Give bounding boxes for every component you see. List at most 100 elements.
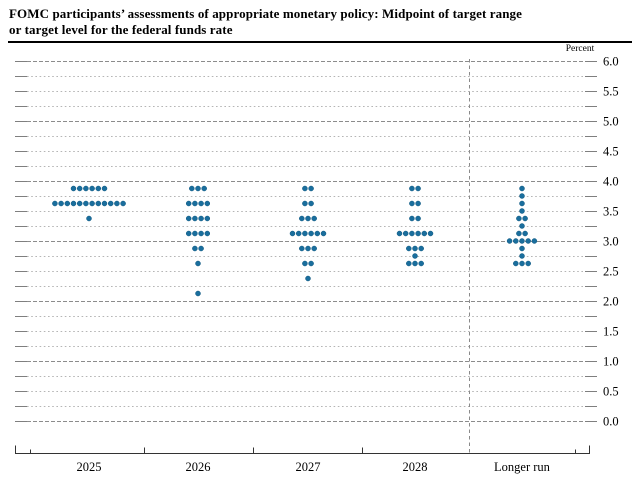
y-tick-label: 5.5 xyxy=(603,85,619,99)
policy-projection-dot xyxy=(427,230,434,237)
policy-projection-dot xyxy=(64,200,71,207)
policy-projection-dot xyxy=(409,200,415,207)
policy-projection-dot xyxy=(409,185,415,192)
policy-projection-dot xyxy=(396,230,403,237)
policy-projection-dot xyxy=(409,215,415,222)
policy-projection-dot xyxy=(192,245,198,252)
x-category-label: 2026 xyxy=(186,460,211,474)
y-tick-label: 3.0 xyxy=(603,235,619,249)
policy-projection-dot xyxy=(198,245,204,252)
chart-title: FOMC participants’ assessments of approp… xyxy=(9,6,522,38)
policy-projection-dot xyxy=(519,245,525,252)
policy-projection-dot xyxy=(409,230,415,237)
y-tick-label: 1.5 xyxy=(603,325,619,339)
y-tick-label: 3.5 xyxy=(603,205,619,219)
policy-projection-dot xyxy=(89,200,95,207)
policy-projection-dot xyxy=(58,200,64,207)
policy-projection-dot xyxy=(95,200,102,207)
policy-projection-dot xyxy=(198,215,204,222)
y-tick-label: 1.0 xyxy=(603,355,619,369)
policy-projection-dot xyxy=(83,200,89,207)
y-tick-label: 4.0 xyxy=(603,175,619,189)
policy-projection-dot xyxy=(305,245,311,252)
policy-projection-dot xyxy=(519,208,525,214)
policy-projection-dot xyxy=(83,185,89,192)
policy-projection-dot xyxy=(302,260,308,267)
policy-projection-dot xyxy=(519,185,525,192)
policy-projection-dot xyxy=(519,223,525,229)
policy-projection-dot xyxy=(522,215,528,222)
policy-projection-dot xyxy=(70,185,77,192)
policy-projection-dot xyxy=(525,260,531,267)
policy-projection-dot xyxy=(114,200,120,207)
policy-projection-dot xyxy=(195,260,201,267)
chart-title-line2: or target level for the federal funds ra… xyxy=(9,22,233,37)
policy-projection-dot xyxy=(107,200,114,207)
policy-projection-dot xyxy=(415,185,421,192)
policy-projection-dot xyxy=(192,230,198,237)
policy-projection-dot xyxy=(204,215,211,222)
x-category-label: 2028 xyxy=(403,460,428,474)
policy-projection-dot xyxy=(415,230,421,237)
policy-projection-dot xyxy=(311,245,317,252)
policy-projection-dot xyxy=(201,185,207,192)
y-tick-label: 0.0 xyxy=(603,415,619,429)
y-tick-label: 2.0 xyxy=(603,295,619,309)
policy-projection-dot xyxy=(308,230,314,237)
policy-projection-dot xyxy=(506,238,513,244)
policy-projection-dot xyxy=(198,230,204,237)
policy-projection-dot xyxy=(308,185,314,192)
policy-projection-dot xyxy=(308,200,314,207)
policy-projection-dot xyxy=(308,260,314,267)
policy-projection-dot xyxy=(95,185,102,192)
policy-projection-dot xyxy=(406,245,412,252)
policy-projection-dot xyxy=(513,238,519,244)
policy-projection-dot xyxy=(76,200,83,207)
policy-projection-dot xyxy=(519,238,525,244)
policy-projection-dot xyxy=(519,200,525,207)
policy-projection-dot xyxy=(519,193,525,199)
policy-projection-dot xyxy=(192,215,198,222)
policy-projection-dot xyxy=(305,215,311,222)
policy-projection-dot xyxy=(120,200,126,207)
policy-projection-dot xyxy=(522,230,528,237)
policy-projection-dot xyxy=(195,290,201,297)
y-axis-unit-label: Percent xyxy=(565,44,595,54)
policy-projection-dot xyxy=(516,215,522,222)
y-tick-label: 4.5 xyxy=(603,145,619,159)
policy-projection-dot xyxy=(531,238,538,244)
policy-projection-dot xyxy=(101,185,108,192)
chart-title-line1: FOMC participants’ assessments of approp… xyxy=(9,6,522,21)
policy-projection-dot xyxy=(305,275,311,282)
title-divider-rule xyxy=(8,41,632,43)
policy-projection-dot xyxy=(189,185,195,192)
x-category-label: Longer run xyxy=(494,460,551,474)
policy-projection-dot xyxy=(195,185,201,192)
policy-projection-dot xyxy=(516,230,522,237)
policy-projection-dot xyxy=(513,260,519,267)
policy-projection-dot xyxy=(406,260,412,267)
policy-projection-dot xyxy=(299,245,305,252)
policy-projection-dot xyxy=(314,230,321,237)
policy-projection-dot xyxy=(204,200,211,207)
policy-projection-dot xyxy=(86,215,92,222)
x-category-label: 2025 xyxy=(77,460,102,474)
policy-projection-dot xyxy=(519,253,525,259)
policy-projection-dot xyxy=(89,185,95,192)
policy-projection-dot xyxy=(302,230,308,237)
policy-projection-dot xyxy=(101,200,108,207)
policy-projection-dot xyxy=(192,200,198,207)
policy-projection-dot xyxy=(412,260,418,267)
policy-projection-dot xyxy=(289,230,296,237)
policy-projection-dot xyxy=(204,230,211,237)
policy-projection-dot xyxy=(198,200,204,207)
policy-projection-dot xyxy=(299,215,305,222)
policy-projection-dot xyxy=(415,215,421,222)
policy-projection-dot xyxy=(70,200,77,207)
policy-projection-dot xyxy=(402,230,409,237)
policy-projection-dot xyxy=(418,260,424,267)
policy-projection-dot xyxy=(185,200,192,207)
policy-projection-dot xyxy=(76,185,83,192)
policy-projection-dot xyxy=(525,238,531,244)
